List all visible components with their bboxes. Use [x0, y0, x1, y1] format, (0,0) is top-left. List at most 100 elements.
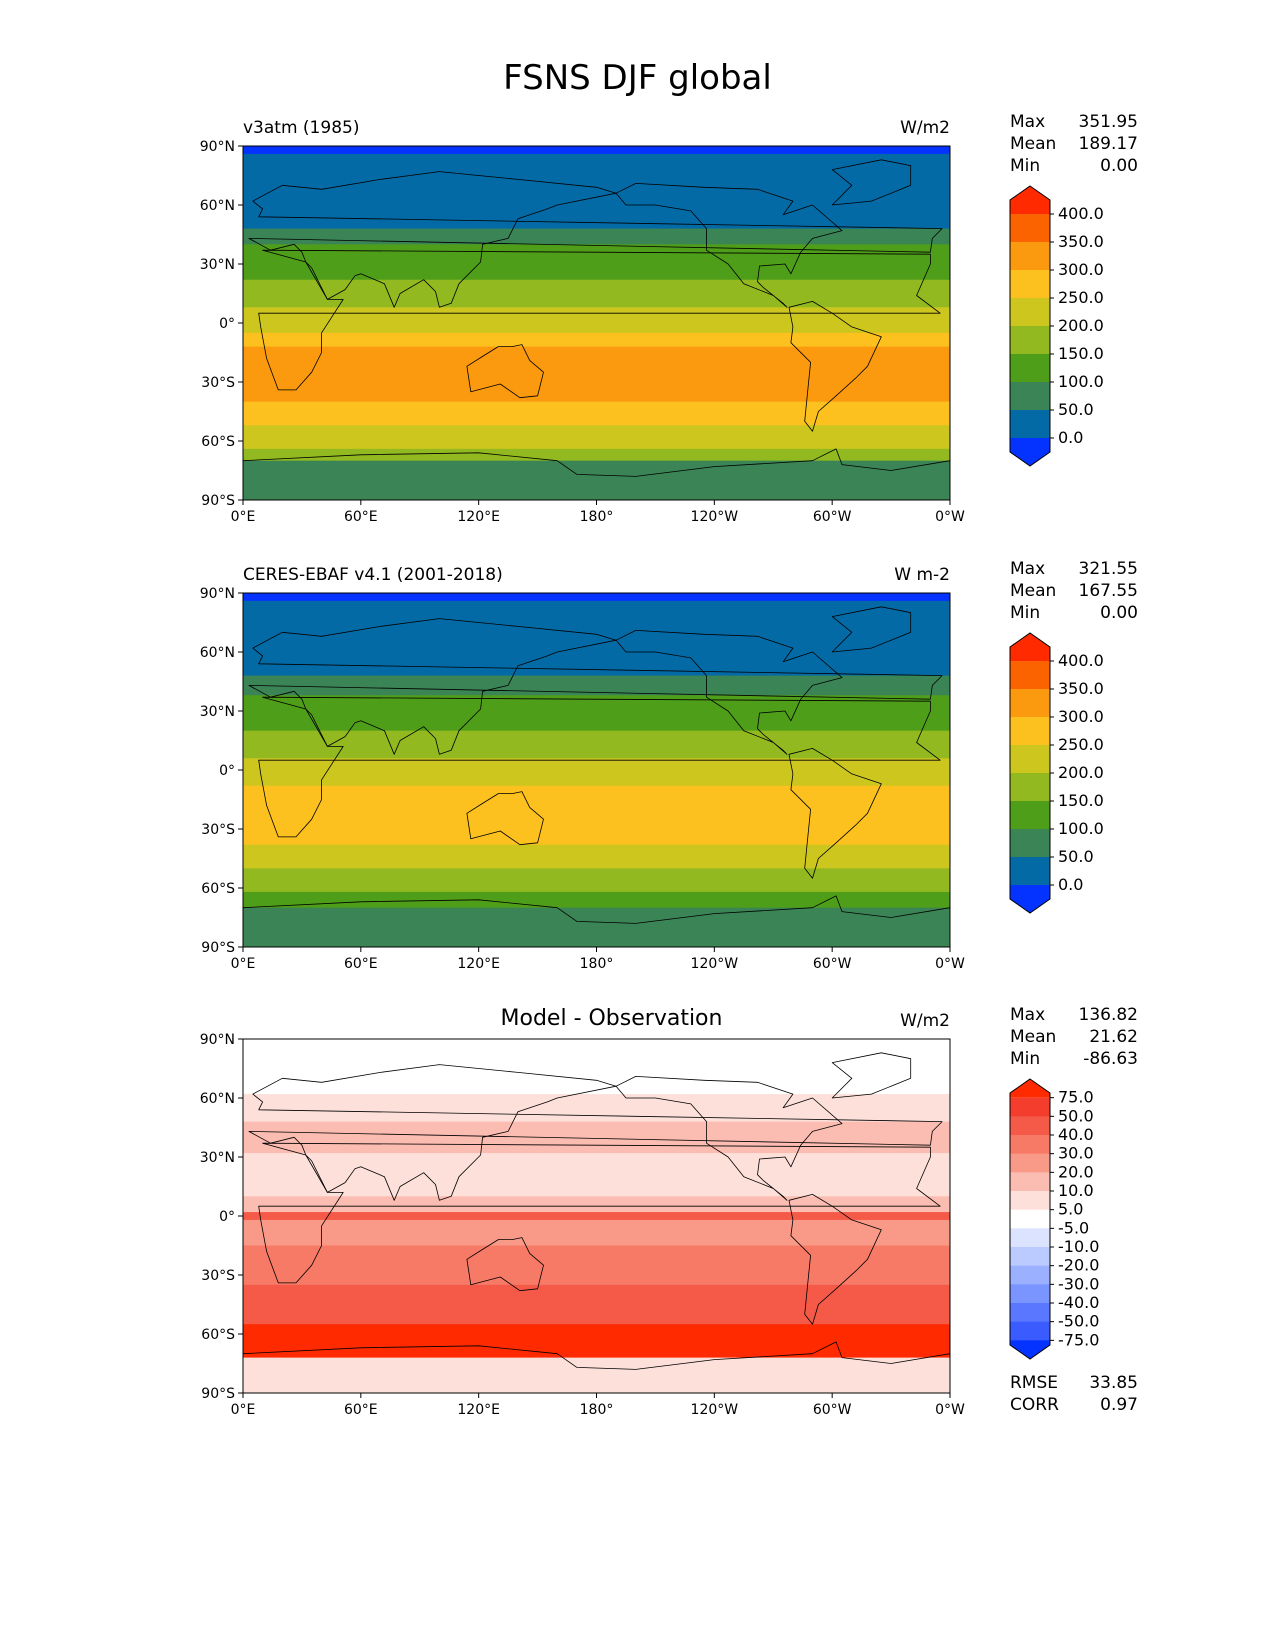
coastline-eurasia [248, 171, 943, 308]
coastline-australia [466, 344, 544, 399]
field-band [243, 146, 950, 155]
panel-3-stats: Max 136.82 Mean 21.62 Min -86.63 [1010, 1004, 1138, 1070]
colorbar-label: -20.0 [1058, 1256, 1099, 1275]
lon-tick-label: 120°W [691, 509, 739, 525]
field-layer [243, 146, 950, 500]
panel-1-colorbar: 400.0 350.0 300.0 250.0 200.0 150.0 100.0 50.0 0… [1009, 185, 1104, 467]
panel-2-colorbar: 400.0 350.0 300.0 250.0 200.0 150.0 100.0 50.0 0… [1009, 632, 1104, 914]
colorbar-segment [1010, 1153, 1050, 1173]
colorbar-segment [1010, 1172, 1050, 1192]
colorbar-label: 100.0 [1058, 372, 1104, 391]
lon-tick-label: 60°E [344, 1402, 378, 1418]
field-band [243, 279, 950, 308]
stat-mean: Mean 167.55 [1010, 581, 1138, 601]
field-band [243, 593, 950, 602]
colorbar-label: 0.0 [1058, 428, 1083, 447]
field-band [243, 675, 950, 696]
lon-tick-label: 0°W [935, 1402, 965, 1418]
field-band [243, 868, 950, 893]
lat-tick-label: 30°N [200, 257, 235, 273]
lon-tick-label: 120°E [457, 1402, 500, 1418]
coastline-south-america [788, 1193, 882, 1325]
panel-3-title: Model - Observation [500, 1006, 723, 1031]
panel-1-stats: Max 351.95 Mean 189.17 Min 0.00 [1010, 111, 1138, 177]
colorbar-segment [1010, 1209, 1050, 1229]
lon-tick-label: 0°W [935, 509, 965, 525]
colorbar-segment [1010, 1191, 1050, 1211]
colorbar-label: 40.0 [1058, 1125, 1094, 1144]
lon-tick-label: 180° [580, 509, 614, 525]
panel-3-map: 90°N 60°N 30°N 0° 30°S 60°S 90°S0°E 60°E 120°E 18… [200, 1032, 965, 1418]
colorbar-extend-min [1010, 885, 1050, 913]
colorbar-outline [1009, 1078, 1051, 1360]
field-band [243, 425, 950, 450]
panel-2-map: 90°N 60°N 30°N 0° 30°S 60°S 90°S0°E 60°E 120°E 18… [200, 586, 965, 972]
field-band [243, 307, 950, 334]
field-band [243, 1153, 950, 1197]
colorbar-segment [1010, 1247, 1050, 1267]
field-band [243, 228, 950, 245]
field-band [243, 891, 950, 909]
stat-rmse: RMSE 33.85 [1010, 1373, 1138, 1393]
colorbar-segment [1010, 829, 1050, 858]
lat-tick-label: 60°N [200, 645, 235, 661]
field-band [243, 1212, 950, 1221]
colorbar-segment [1010, 1135, 1050, 1155]
coastline-greenland [831, 606, 912, 653]
field-band [243, 907, 950, 947]
lon-tick-label: 60°E [344, 509, 378, 525]
colorbar-label: 30.0 [1058, 1144, 1094, 1163]
colorbar-extend-min [1010, 1340, 1050, 1359]
colorbar-segment [1010, 1284, 1050, 1304]
coastline-antarctica [243, 1341, 950, 1393]
colorbar-extend-max [1010, 186, 1050, 214]
colorbar-segment [1010, 354, 1050, 383]
colorbar-segment [1010, 382, 1050, 411]
field-band [243, 1039, 950, 1095]
colorbar-segment [1010, 689, 1050, 718]
panel-3-units: W/m2 [900, 1011, 950, 1031]
colorbar-label: 300.0 [1058, 707, 1104, 726]
coastline-south-america [788, 747, 882, 879]
colorbar-segment [1010, 773, 1050, 802]
lon-tick-label: 180° [580, 956, 614, 972]
colorbar-segment [1010, 745, 1050, 774]
lon-tick-label: 120°W [691, 956, 739, 972]
lon-tick-label: 120°E [457, 509, 500, 525]
colorbar-segment [1010, 1228, 1050, 1248]
stat-min: Min 0.00 [1010, 156, 1138, 176]
stat-max: Max 321.55 [1010, 559, 1138, 579]
lat-tick-label: 60°N [200, 198, 235, 214]
field-band [243, 695, 950, 732]
colorbar-label: 50.0 [1058, 847, 1094, 866]
coastline-africa [258, 249, 941, 391]
colorbar-label: 0.0 [1058, 875, 1083, 894]
field-band [243, 1245, 950, 1286]
lat-tick-label: 90°N [200, 139, 235, 155]
lon-tick-label: 60°E [344, 956, 378, 972]
lon-tick-label: 0°E [231, 509, 256, 525]
colorbar-label: 400.0 [1058, 204, 1104, 223]
coastline-greenland [831, 1052, 912, 1099]
lon-tick-label: 0°W [935, 956, 965, 972]
colorbar-segment [1010, 1097, 1050, 1117]
lon-tick-label: 0°E [231, 1402, 256, 1418]
panel-1-units: W/m2 [900, 118, 950, 138]
coastline-antarctica [243, 448, 950, 500]
colorbar-extend-min [1010, 438, 1050, 466]
lat-tick-label: 60°S [201, 434, 235, 450]
coastline-north-america [615, 183, 843, 308]
stat-min: Min 0.00 [1010, 603, 1138, 623]
field-band [243, 1284, 950, 1325]
stat-mean: Mean 189.17 [1010, 134, 1138, 154]
coastline-africa [258, 1142, 941, 1284]
lat-tick-label: 30°S [201, 1268, 235, 1284]
lon-tick-label: 180° [580, 1402, 614, 1418]
lat-tick-label: 90°S [201, 493, 235, 509]
lat-tick-label: 60°S [201, 881, 235, 897]
colorbar-segment [1010, 857, 1050, 886]
panel-2-stats: Max 321.55 Mean 167.55 Min 0.00 [1010, 558, 1138, 624]
colorbar-label: 5.0 [1058, 1200, 1083, 1219]
coastline-antarctica [243, 895, 950, 947]
lat-tick-label: 90°S [201, 940, 235, 956]
